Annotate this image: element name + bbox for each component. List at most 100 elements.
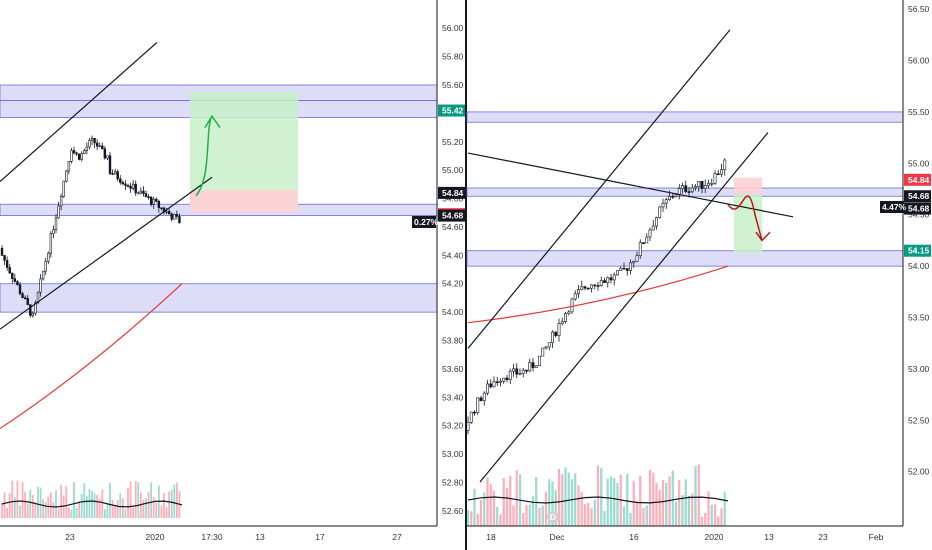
ma200-line xyxy=(467,265,729,324)
volume-ma-line xyxy=(467,496,729,504)
volume-bar xyxy=(137,482,140,518)
price-axis-bg xyxy=(437,0,466,550)
volume-bar xyxy=(635,500,639,526)
candle-body xyxy=(75,152,78,155)
candle-body xyxy=(547,342,551,348)
volume-bar xyxy=(88,488,91,518)
volume-bar xyxy=(700,516,704,526)
candle-body xyxy=(619,267,623,271)
volume-bar xyxy=(645,505,648,526)
volume-bar xyxy=(531,496,535,526)
y-tick-label: 53.00 xyxy=(442,449,464,459)
candle-body xyxy=(635,255,639,262)
candle-body xyxy=(16,281,19,286)
volume-bar xyxy=(44,501,47,518)
y-tick-label: 53.50 xyxy=(908,313,930,323)
volume-bar xyxy=(642,508,645,526)
candle-body xyxy=(129,185,132,189)
candle-body xyxy=(625,268,629,271)
volume-bar xyxy=(96,494,99,518)
candle-body xyxy=(31,312,35,316)
left-chart-panel[interactable]: 56.0055.8055.6055.4055.2055.0054.8054.60… xyxy=(0,0,466,550)
candle-body xyxy=(622,267,626,270)
candle-body xyxy=(90,138,94,141)
candle-body xyxy=(67,161,71,172)
x-tick-label: Feb xyxy=(869,532,884,542)
candle-body xyxy=(645,236,649,244)
volume-bar xyxy=(78,500,81,518)
candle-body xyxy=(694,186,697,189)
volume-bar xyxy=(570,479,574,526)
volume-bar xyxy=(655,482,658,526)
right-chart-panel[interactable]: 56.50 56.00 55.50 55.00 54.50 54.00 53.50 53.00… xyxy=(466,0,932,550)
volume-bar xyxy=(93,493,96,518)
candle-body xyxy=(93,138,96,144)
x-tick-label: 13 xyxy=(764,532,774,542)
candle-body xyxy=(664,199,668,204)
candle-body xyxy=(638,242,642,256)
candle-body xyxy=(492,381,496,388)
candle-body xyxy=(599,280,603,286)
volume-bar xyxy=(580,492,583,526)
volume-bar xyxy=(6,507,9,518)
candle-body xyxy=(544,346,548,349)
volume-bar xyxy=(674,501,678,526)
x-tick-label: 2020 xyxy=(146,532,165,542)
volume-bar xyxy=(557,468,561,526)
volume-bar xyxy=(596,465,600,526)
y-tick-label: 52.80 xyxy=(442,478,464,488)
volume-bar xyxy=(710,504,713,526)
volume-bar xyxy=(42,499,45,518)
candle-body xyxy=(175,214,179,217)
candle-body xyxy=(707,183,710,186)
volume-bar xyxy=(165,507,168,518)
volume-bar xyxy=(567,472,570,526)
volume-bar xyxy=(129,481,132,518)
candle-body xyxy=(655,217,658,227)
volume-bar xyxy=(106,504,109,518)
volume-bar xyxy=(652,472,655,526)
candle-body xyxy=(131,183,135,189)
volume-bar xyxy=(603,511,606,526)
candle-body xyxy=(586,287,590,290)
volume-bar xyxy=(31,495,34,518)
x-tick-label: 23 xyxy=(818,532,828,542)
zone-resistance xyxy=(466,111,904,123)
candle-body xyxy=(126,185,130,187)
candle-body xyxy=(65,170,68,182)
candle-body xyxy=(29,304,32,316)
volume-bar xyxy=(668,476,671,526)
trendline xyxy=(479,132,769,483)
y-tick-label: 54.20 xyxy=(442,279,464,289)
change-label: 0.27% xyxy=(414,217,439,227)
candle-body xyxy=(466,422,470,431)
candle-body xyxy=(144,193,148,198)
y-tick-label: 53.80 xyxy=(442,336,464,346)
volume-bar xyxy=(684,479,687,526)
candle-body xyxy=(658,206,662,218)
volume-bar xyxy=(577,485,580,526)
candle-body xyxy=(538,355,541,367)
volume-bar xyxy=(119,493,122,518)
candle-body xyxy=(577,289,580,295)
trendline xyxy=(0,176,213,330)
candle-body xyxy=(101,145,104,150)
price-tag-label: 54.84 xyxy=(442,188,464,198)
x-tick-label: 16 xyxy=(629,532,639,542)
volume-bar xyxy=(681,494,684,526)
candle-body xyxy=(495,381,499,384)
volume-bar xyxy=(39,487,42,518)
candle-body xyxy=(49,233,53,254)
volume-bar xyxy=(609,476,613,526)
volume-bar xyxy=(479,499,483,526)
candle-body xyxy=(723,159,727,170)
candle-body xyxy=(482,392,486,401)
candle-body xyxy=(119,178,122,183)
price-tag-label: 55.42 xyxy=(442,106,464,116)
volume-bar xyxy=(73,482,75,518)
candle-body xyxy=(47,252,50,262)
candle-body xyxy=(642,242,645,245)
candle-body xyxy=(528,362,532,372)
volume-bar xyxy=(691,493,694,526)
